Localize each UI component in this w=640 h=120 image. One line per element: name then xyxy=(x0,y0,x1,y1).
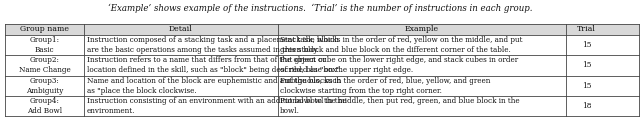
Text: Stack the blocks in the order of red, yellow on the middle, and put
green block : Stack the blocks in the order of red, ye… xyxy=(280,36,523,54)
Text: Put the blocks in the order of red, blue, yellow, and green
clockwise starting f: Put the blocks in the order of red, blue… xyxy=(280,77,490,95)
Text: Detail: Detail xyxy=(169,25,193,33)
Text: 15: 15 xyxy=(582,82,591,90)
Text: 15: 15 xyxy=(582,61,591,69)
Text: Group1:
Basic: Group1: Basic xyxy=(29,36,60,54)
Text: Put green cube on the lower right edge, and stack cubes in order
of red, blue on: Put green cube on the lower right edge, … xyxy=(280,56,518,75)
Text: 18: 18 xyxy=(582,102,591,110)
Text: Instruction composed of a stacking task and a placement task, which
are the basi: Instruction composed of a stacking task … xyxy=(87,36,339,54)
Text: Group name: Group name xyxy=(20,25,69,33)
Text: Name and location of the block are euphemistic and ambiguous, such
as "place the: Name and location of the block are euphe… xyxy=(87,77,341,95)
Text: ‘Example’ shows example of the instructions.  ‘Trial’ is the number of instructi: ‘Example’ shows example of the instructi… xyxy=(108,4,532,13)
Text: Trial: Trial xyxy=(577,25,596,33)
Text: Example: Example xyxy=(404,25,439,33)
Text: Group2:
Name Change: Group2: Name Change xyxy=(19,56,70,75)
Text: Instruction consisting of an environment with an additional bowl in the
environm: Instruction consisting of an environment… xyxy=(87,97,346,115)
Text: Group4:
Add Bowl: Group4: Add Bowl xyxy=(27,97,62,115)
Text: Group3:
Ambiguity: Group3: Ambiguity xyxy=(26,77,63,95)
Text: 15: 15 xyxy=(582,41,591,49)
Bar xyxy=(5,24,639,35)
Text: Put bowl to the middle, then put red, green, and blue block in the
bowl.: Put bowl to the middle, then put red, gr… xyxy=(280,97,520,115)
Text: Instruction refers to a name that differs from that of the object or
location de: Instruction refers to a name that differ… xyxy=(87,56,342,75)
